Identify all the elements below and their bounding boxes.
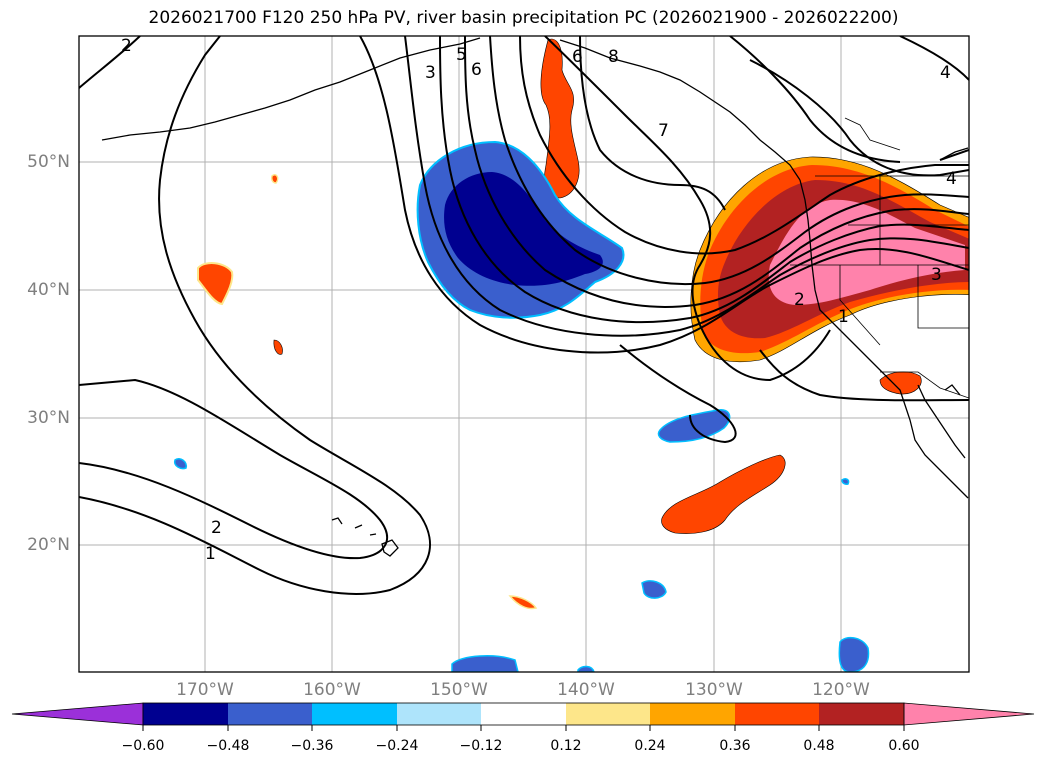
precip-neg-spot-6 <box>577 665 595 672</box>
contour-label: 2 <box>121 36 132 56</box>
precip-shading <box>173 38 969 672</box>
map-content: 2 3 5 6 6 8 7 4 4 3 2 1 2 1 <box>79 36 969 672</box>
colorbar-segment <box>819 703 904 725</box>
colorbar-tick-label: −0.60 <box>121 738 165 754</box>
colorbar-segment <box>566 703 650 725</box>
contour-label: 7 <box>658 121 669 141</box>
colorbar-extend-low <box>11 702 144 726</box>
colorbar-tick-marks <box>142 725 905 731</box>
precip-subtropical-positive <box>661 454 786 534</box>
coast-hawaii <box>331 517 399 557</box>
contour-label: 4 <box>940 63 951 83</box>
lon-label-160w: 160°W <box>303 680 361 700</box>
colorbar-tick-label: −0.36 <box>290 738 334 754</box>
precip-neg-spot-1 <box>173 457 188 470</box>
precip-neg-spot-2 <box>641 580 667 599</box>
map-title: 2026021700 F120 250 hPa PV, river basin … <box>148 8 899 28</box>
colorbar-segment <box>735 703 819 725</box>
lon-label-120w: 120°W <box>812 680 870 700</box>
colorbar-extend-high <box>903 702 1035 726</box>
coast-alaska-aleutians <box>101 37 481 141</box>
contour-label: 1 <box>205 544 216 564</box>
contour-label: 2 <box>794 290 805 310</box>
lat-label-40n: 40°N <box>27 280 70 300</box>
colorbar-tick-label: 0.36 <box>719 738 751 754</box>
borders <box>790 117 969 399</box>
lat-label-20n: 20°N <box>27 535 70 555</box>
precip-neg-spot-4 <box>451 655 519 672</box>
contour-label: 3 <box>931 265 942 285</box>
contour-label: 8 <box>608 47 619 67</box>
precip-negative-core <box>444 172 603 286</box>
colorbar-tick-label: 0.60 <box>888 738 920 754</box>
contour-7 <box>544 36 831 382</box>
pv-contours <box>79 36 969 595</box>
lat-label-30n: 30°N <box>27 408 70 428</box>
precip-west-coast-peak <box>768 199 965 305</box>
contour-1-west <box>79 36 431 595</box>
contour-6 <box>464 36 969 308</box>
colorbar-tick-label: −0.48 <box>206 738 250 754</box>
contour-4-east <box>749 36 969 177</box>
colorbar-segment <box>650 703 735 725</box>
border-states-3 <box>879 176 969 329</box>
lat-label-50n: 50°N <box>27 152 70 172</box>
lon-label-150w: 150°W <box>430 680 488 700</box>
contour-label: 2 <box>211 518 222 538</box>
contour-3 <box>359 36 969 354</box>
colorbar-tick-label: −0.24 <box>375 738 419 754</box>
border-ca-nv <box>839 265 881 346</box>
contour-label: 3 <box>425 63 436 83</box>
contour-label: 6 <box>471 60 482 80</box>
colorbar-segment <box>481 703 566 725</box>
colorbar-segment <box>397 703 481 725</box>
contour-loop-north <box>579 36 726 211</box>
contour-4 <box>404 36 969 337</box>
precip-spot-south <box>508 595 538 610</box>
lon-label-130w: 130°W <box>685 680 743 700</box>
colorbar-segment <box>228 703 312 725</box>
contour-2-north <box>79 36 141 89</box>
contour-label: 6 <box>572 47 583 67</box>
contour-label: 4 <box>946 169 957 189</box>
coast-mexico <box>944 384 961 396</box>
coast-alaska-southeast <box>559 39 801 181</box>
precip-spot-170w <box>197 262 234 306</box>
colorbar-segment <box>312 703 397 725</box>
precip-neg-spot-5 <box>841 478 850 485</box>
contour-label: 5 <box>456 45 467 65</box>
colorbar-tick-label: −0.12 <box>459 738 503 754</box>
map-frame <box>78 35 970 673</box>
colorbar-outline <box>142 702 905 726</box>
contour-labels: 2 3 5 6 6 8 7 4 4 3 2 1 2 1 <box>121 36 957 564</box>
contour-south-east <box>759 349 969 402</box>
lon-label-170w: 170°W <box>176 680 234 700</box>
contour-2-west <box>79 378 389 560</box>
colorbar <box>11 702 1035 731</box>
gridlines <box>79 36 969 672</box>
lon-label-140w: 140°W <box>557 680 615 700</box>
coast-gulf-california <box>917 384 966 459</box>
colorbar-tick-label: 0.12 <box>550 738 582 754</box>
contour-low-loop <box>619 344 737 444</box>
contour-closed-east <box>729 36 969 163</box>
contour-5 <box>439 36 969 324</box>
colorbar-tick-label: 0.48 <box>803 738 835 754</box>
colorbar-tick-label: 0.24 <box>634 738 666 754</box>
precip-spot-hawaii-north <box>273 339 283 355</box>
precip-spot-small <box>271 173 279 184</box>
colorbar-segment <box>143 703 228 725</box>
precip-neg-spot-3 <box>838 636 870 672</box>
border-alaska-canada <box>844 117 901 151</box>
coast-us-west <box>799 179 969 499</box>
contour-label: 1 <box>838 307 849 327</box>
contour-8 <box>519 36 969 255</box>
border-us-mexico <box>880 371 969 399</box>
